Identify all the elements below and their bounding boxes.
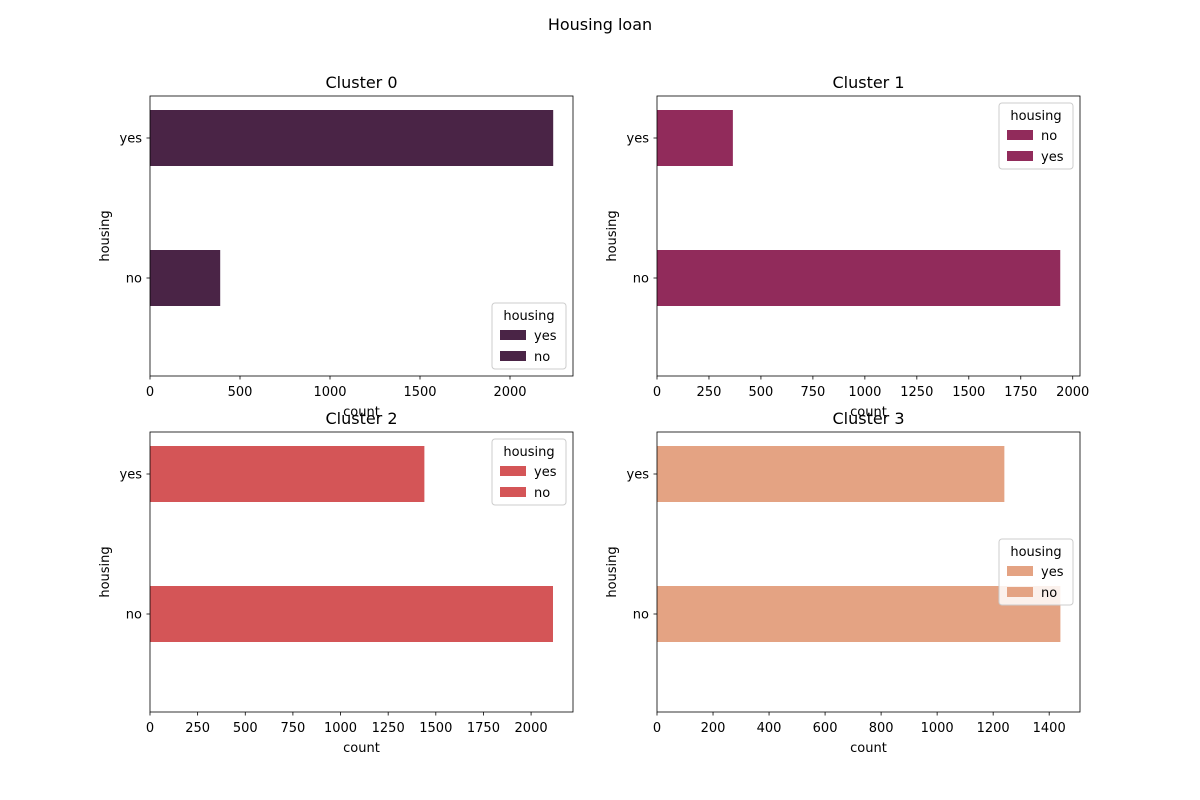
y-tick-label: no: [633, 272, 649, 287]
y-tick-label: yes: [120, 132, 143, 147]
x-tick-label: 1250: [900, 385, 933, 400]
y-tick-label: yes: [120, 468, 143, 483]
x-tick-label: 1000: [921, 721, 954, 736]
chart-title: Cluster 0: [325, 73, 397, 92]
legend-label-no: no: [534, 486, 550, 501]
legend-swatch-no: [1007, 587, 1033, 597]
legend-label-no: no: [1041, 586, 1057, 601]
y-tick-label: no: [126, 608, 142, 623]
x-tick-label: 250: [697, 385, 722, 400]
x-tick-label: 200: [701, 721, 726, 736]
x-tick-label: 1750: [467, 721, 500, 736]
axes-frame: [149, 431, 574, 713]
axes-frame: [656, 431, 1081, 713]
x-tick-label: 1200: [977, 721, 1010, 736]
bar-yes: [657, 110, 733, 166]
bar-yes: [150, 446, 425, 502]
legend-label-yes: yes: [1041, 150, 1064, 165]
x-tick-label: 400: [757, 721, 782, 736]
legend-swatch-yes: [1007, 151, 1033, 161]
legend-title: housing: [503, 309, 554, 324]
x-tick-label: 1000: [313, 385, 346, 400]
x-axis-label: count: [850, 405, 887, 420]
x-tick-label: 2000: [1056, 385, 1089, 400]
legend-label-yes: yes: [534, 465, 557, 480]
legend: housing no yes: [998, 102, 1074, 170]
legend-title: housing: [1010, 109, 1061, 124]
y-axis-label: housing: [605, 210, 620, 261]
chart-panel-2: yes no 0 250 500 750 1000 1250 1500 1750 2000 count…: [98, 409, 574, 756]
x-axis-label: count: [343, 741, 380, 756]
axes-frame: [149, 95, 574, 377]
legend: housing yes no: [998, 538, 1074, 606]
legend-swatch-no: [1007, 130, 1033, 140]
legend-title: housing: [1010, 545, 1061, 560]
x-tick-label: 0: [653, 721, 661, 736]
bar-yes: [150, 110, 554, 166]
x-tick-label: 0: [653, 385, 661, 400]
x-tick-label: 500: [228, 385, 253, 400]
legend-swatch-no: [500, 351, 526, 361]
x-tick-label: 1000: [848, 385, 881, 400]
x-tick-label: 750: [800, 385, 825, 400]
y-axis-label: housing: [605, 546, 620, 597]
y-axis-label: housing: [98, 546, 113, 597]
legend: housing yes no: [491, 438, 567, 506]
y-tick-label: no: [633, 608, 649, 623]
axes-frame: [656, 95, 1081, 377]
legend-swatch-yes: [500, 466, 526, 476]
y-tick-label: yes: [627, 468, 650, 483]
x-tick-label: 600: [813, 721, 838, 736]
x-tick-label: 0: [146, 721, 154, 736]
y-axis-label: housing: [98, 210, 113, 261]
x-tick-label: 1750: [1004, 385, 1037, 400]
bar-no: [657, 250, 1061, 306]
chart-title: Cluster 1: [832, 73, 904, 92]
x-tick-label: 1500: [952, 385, 985, 400]
bar-no: [150, 250, 221, 306]
x-tick-label: 500: [233, 721, 258, 736]
x-tick-label: 0: [146, 385, 154, 400]
x-tick-label: 1500: [403, 385, 436, 400]
chart-panel-0: yes no 0 500 1000 1500 2000 count housing Cluster…: [98, 73, 574, 420]
legend-title: housing: [503, 445, 554, 460]
x-tick-label: 2000: [493, 385, 526, 400]
x-tick-label: 800: [869, 721, 894, 736]
legend-swatch-no: [500, 487, 526, 497]
y-tick-label: yes: [627, 132, 650, 147]
chart-title: Cluster 2: [325, 409, 397, 428]
chart-title: Cluster 3: [832, 409, 904, 428]
x-tick-label: 750: [280, 721, 305, 736]
bar-no: [657, 586, 1061, 642]
legend-label-yes: yes: [534, 329, 557, 344]
legend-swatch-yes: [1007, 566, 1033, 576]
bar-no: [150, 586, 553, 642]
x-axis-label: count: [343, 405, 380, 420]
legend-label-no: no: [1041, 129, 1057, 144]
x-tick-label: 250: [185, 721, 210, 736]
x-tick-label: 1400: [1033, 721, 1066, 736]
x-tick-label: 1500: [419, 721, 452, 736]
bar-yes: [657, 446, 1005, 502]
x-tick-label: 1000: [324, 721, 357, 736]
x-tick-label: 2000: [515, 721, 548, 736]
figure-title: Housing loan: [548, 15, 652, 34]
legend-swatch-yes: [500, 330, 526, 340]
chart-panel-3: yes no 0 200 400 600 800 1000 1200 1400 count housi…: [605, 409, 1081, 756]
legend-label-no: no: [534, 350, 550, 365]
x-axis-label: count: [850, 741, 887, 756]
chart-panel-1: yes no 0 250 500 750 1000 1250 1500 1750 2000 count…: [605, 73, 1089, 420]
legend: housing yes no: [491, 302, 567, 370]
legend-label-yes: yes: [1041, 565, 1064, 580]
x-tick-label: 500: [749, 385, 774, 400]
x-tick-label: 1250: [372, 721, 405, 736]
y-tick-label: no: [126, 272, 142, 287]
